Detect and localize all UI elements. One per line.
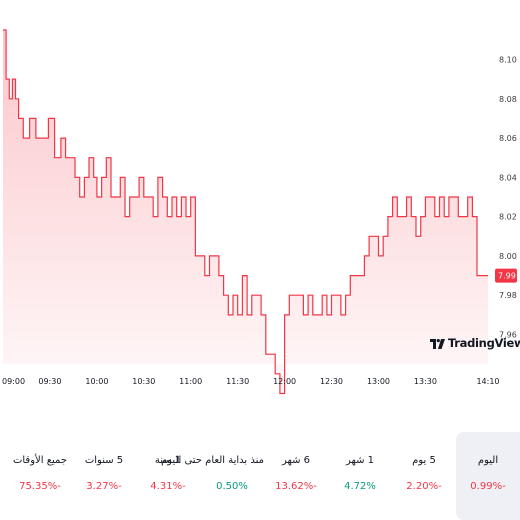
- period-tab[interactable]: 6 شهر 13.62%-: [264, 432, 328, 520]
- performance-periods: اليوم 0.99%- 5 يوم 2.20%- 1 شهر 4.72% 6 شهر 13.…: [8, 432, 520, 520]
- x-tick-label: 10:30: [132, 377, 155, 386]
- x-tick-label: 09:30: [38, 377, 61, 386]
- x-tick-label: 10:00: [85, 377, 108, 386]
- period-label: 1 شهر: [345, 455, 375, 466]
- period-label: منذ بداية العام حتى اليوم: [161, 455, 264, 466]
- period-label: اليوم: [477, 455, 499, 466]
- period-label: 1 سنة: [154, 455, 182, 466]
- chart-svg[interactable]: 8.10 8.08 8.06 8.04 8.02 8.00 7.98 7.96 7.99 09:0…: [0, 0, 520, 400]
- price-area: [3, 30, 488, 394]
- period-change-value: 4.31%-: [150, 481, 186, 492]
- period-change-value: 13.62%-: [275, 481, 317, 492]
- period-tab[interactable]: 5 سنوات 3.27%-: [72, 432, 136, 520]
- period-change-value: 0.50%: [216, 481, 248, 492]
- last-price-badge: 7.99: [495, 268, 517, 283]
- period-label: 5 سنوات: [84, 455, 124, 466]
- x-tick-label: 11:30: [226, 377, 249, 386]
- price-line: [3, 29, 488, 395]
- period-change-value: 2.20%-: [406, 481, 442, 492]
- period-tab[interactable]: 1 شهر 4.72%: [328, 432, 392, 520]
- price-chart[interactable]: 8.10 8.08 8.06 8.04 8.02 8.00 7.98 7.96 7.99 09:0…: [0, 0, 520, 400]
- x-tick-label: 11:00: [179, 377, 202, 386]
- period-tab[interactable]: اليوم 0.99%-: [456, 432, 520, 520]
- period-label: جميع الأوقات: [12, 455, 68, 466]
- period-tab[interactable]: منذ بداية العام حتى اليوم 0.50%: [161, 432, 264, 520]
- last-price-label: 7.99: [498, 272, 516, 281]
- y-tick-label: 8.02: [499, 213, 517, 222]
- y-tick-label: 8.04: [499, 173, 517, 182]
- period-change-value: 3.27%-: [86, 481, 122, 492]
- x-tick-label: 09:00: [2, 377, 25, 386]
- period-change-value: 4.72%: [344, 481, 376, 492]
- period-label: 6 شهر: [281, 455, 311, 466]
- y-tick-label: 7.98: [499, 291, 517, 300]
- x-tick-label: 14:10: [476, 377, 499, 386]
- tradingview-logo-text: TradingView: [448, 336, 520, 350]
- period-tab[interactable]: جميع الأوقات 75.35%-: [8, 432, 72, 520]
- x-tick-label: 13:00: [367, 377, 390, 386]
- tradingview-logo-icon: [430, 334, 445, 353]
- y-tick-label: 8.06: [499, 134, 517, 143]
- y-tick-label: 8.00: [499, 252, 517, 261]
- period-change-value: 0.99%-: [470, 481, 506, 492]
- x-tick-label: 12:30: [320, 377, 343, 386]
- period-tab[interactable]: 5 يوم 2.20%-: [392, 432, 456, 520]
- period-label: 5 يوم: [412, 455, 436, 466]
- x-tick-label: 13:30: [414, 377, 437, 386]
- tradingview-logo[interactable]: TradingView: [430, 333, 520, 353]
- period-change-value: 75.35%-: [19, 481, 61, 492]
- period-tab[interactable]: 1 سنة 4.31%-: [136, 432, 200, 520]
- y-tick-label: 7.96: [499, 331, 517, 340]
- x-tick-label: 12:00: [273, 377, 296, 386]
- y-tick-label: 8.08: [499, 95, 517, 104]
- y-tick-label: 8.10: [499, 56, 517, 65]
